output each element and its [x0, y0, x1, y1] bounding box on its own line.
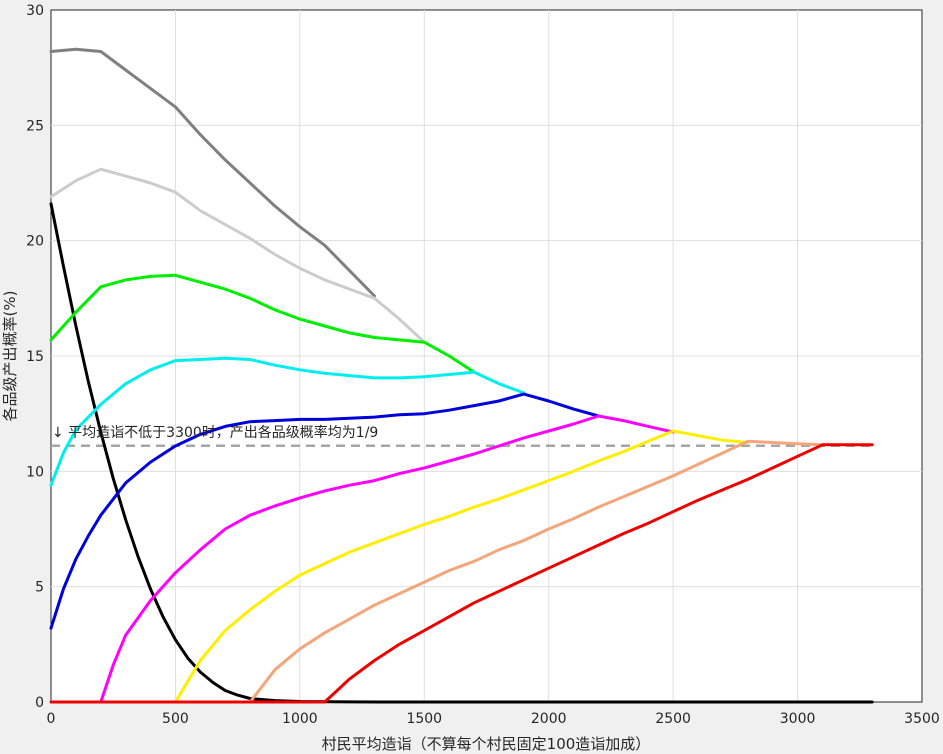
x-tick-label: 500 — [162, 711, 189, 727]
x-tick-label: 3000 — [780, 711, 816, 727]
series-line-8 — [173, 429, 750, 704]
series-line-10 — [49, 443, 874, 704]
series-line-1 — [49, 202, 874, 704]
x-tick-label: 1000 — [282, 711, 318, 727]
series-line-4 — [49, 273, 476, 374]
y-tick-label: 15 — [26, 349, 44, 365]
y-tick-label: 20 — [26, 234, 44, 250]
series-line-7 — [99, 414, 675, 704]
annotation-text: ↓ 平均造诣不低于3300时，产出各品级概率均为1/9 — [52, 424, 378, 441]
y-tick-label: 25 — [26, 118, 44, 134]
x-tick-label: 3500 — [904, 711, 940, 727]
series-line-9 — [248, 439, 824, 704]
y-axis-title: 各品级产出概率(%) — [1, 291, 19, 422]
x-tick-label: 2000 — [531, 711, 567, 727]
series-line-2 — [49, 47, 376, 298]
x-axis-title: 村民平均造诣（不算每个村民固定100造诣加成） — [322, 735, 651, 753]
series-line-5 — [49, 356, 526, 487]
series-line-6 — [49, 392, 600, 630]
y-tick-label: 10 — [26, 464, 44, 480]
y-tick-label: 30 — [26, 3, 44, 19]
y-tick-label: 5 — [35, 580, 44, 596]
tick-labels: 0 500 1000 1500 2000 2500 3000 3500 0 5 10 15 20 25 30 — [26, 3, 940, 727]
x-tick-label: 2500 — [655, 711, 691, 727]
grid — [51, 10, 922, 702]
series-line-3 — [49, 167, 426, 344]
x-tick-label: 1500 — [406, 711, 442, 727]
x-tick-label: 0 — [47, 711, 56, 727]
y-tick-label: 0 — [35, 695, 44, 711]
series-group — [49, 47, 874, 704]
